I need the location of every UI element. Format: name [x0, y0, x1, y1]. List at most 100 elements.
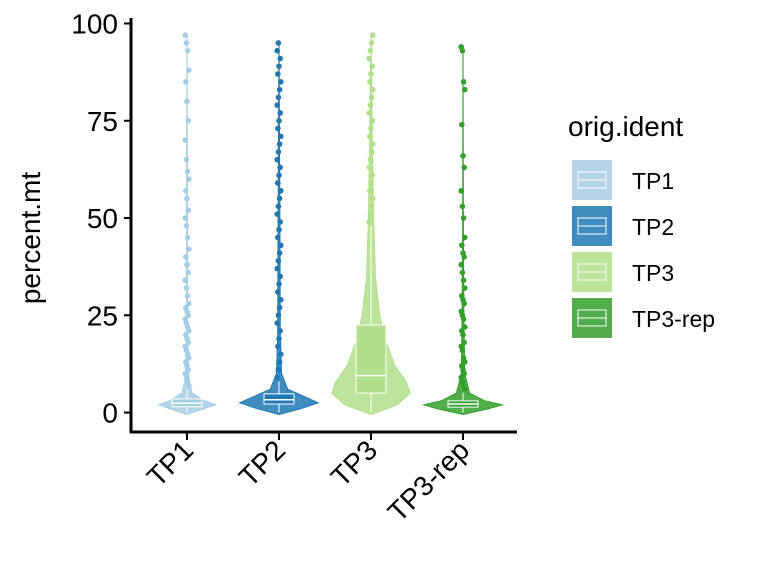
outlier-point: [186, 246, 192, 252]
outlier-point: [278, 296, 284, 303]
outlier-point: [370, 141, 376, 147]
outlier-point: [276, 250, 283, 256]
outlier-point: [367, 102, 374, 108]
outlier-point: [458, 187, 465, 194]
outlier-point: [459, 269, 466, 276]
outlier-point: [370, 195, 376, 202]
outlier-point: [458, 261, 465, 268]
outlier-point: [186, 355, 192, 361]
outlier-point: [184, 98, 190, 105]
legend-label: TP3-rep: [632, 306, 715, 332]
outlier-point: [186, 300, 192, 307]
outlier-point: [183, 79, 189, 85]
outlier-point: [366, 110, 373, 116]
outlier-point: [184, 195, 190, 202]
outlier-point: [275, 343, 281, 350]
outlier-point: [275, 312, 282, 319]
outlier-point: [277, 273, 284, 280]
outlier-point: [185, 339, 191, 346]
outlier-point: [461, 300, 468, 307]
outlier-point: [185, 269, 191, 276]
outlier-point: [462, 324, 468, 330]
y-tick-label: 100: [71, 8, 118, 39]
box: [355, 324, 387, 394]
outlier-point: [369, 117, 376, 124]
outlier-point: [274, 211, 281, 217]
y-axis-label: percent.mt: [15, 172, 46, 304]
outlier-point: [184, 168, 191, 175]
outlier-point: [369, 172, 376, 179]
outlier-point: [276, 172, 282, 179]
outlier-point: [274, 47, 281, 54]
outlier-point: [276, 359, 283, 365]
outlier-point: [368, 71, 374, 77]
outlier-point: [366, 55, 373, 62]
outlier-point: [367, 133, 373, 140]
outlier-point: [460, 215, 467, 221]
outlier-point: [367, 47, 374, 54]
outlier-point: [461, 370, 468, 377]
outlier-point: [183, 285, 190, 291]
outlier-point: [462, 386, 468, 393]
outlier-point: [367, 187, 373, 194]
outlier-point: [275, 366, 282, 373]
x-tick-label: TP3-rep: [382, 434, 475, 527]
outlier-point: [275, 149, 282, 155]
outlier-point: [275, 258, 282, 264]
outlier-point: [185, 312, 191, 319]
outlier-point: [275, 180, 281, 186]
outlier-point: [368, 40, 375, 46]
outlier-point: [462, 285, 468, 291]
outlier-point: [184, 293, 191, 299]
outlier-point: [460, 277, 467, 284]
outlier-point: [276, 63, 282, 70]
outlier-point: [275, 71, 281, 77]
outlier-point: [184, 234, 191, 241]
box: [263, 393, 295, 405]
outlier-point: [462, 359, 468, 365]
outlier-point: [277, 55, 284, 62]
outlier-point: [183, 223, 190, 229]
outlier-point: [183, 254, 189, 260]
outlier-point: [276, 141, 283, 147]
outlier-point: [370, 32, 376, 38]
outlier-point: [278, 133, 284, 140]
outlier-point: [277, 164, 284, 171]
outlier-point: [459, 347, 466, 354]
outlier-point: [276, 195, 283, 202]
outlier-point: [185, 207, 191, 214]
x-tick-label: TP2: [233, 434, 291, 492]
outlier-point: [274, 265, 281, 272]
outlier-point: [185, 366, 191, 373]
outlier-point: [275, 289, 281, 295]
outlier-point: [276, 304, 283, 311]
outlier-point: [367, 156, 374, 163]
outlier-point: [185, 117, 191, 124]
y-tick-label: 0: [102, 398, 118, 429]
legend-label: TP1: [632, 168, 674, 194]
x-tick-label: TP3: [325, 434, 383, 492]
outlier-point: [275, 125, 281, 132]
outlier-point: [276, 86, 283, 93]
outlier-point: [275, 94, 282, 101]
outlier-point: [186, 382, 192, 389]
outlier-point: [368, 125, 374, 132]
outlier-point: [276, 226, 282, 233]
outlier-point: [459, 121, 465, 128]
outlier-point: [278, 242, 284, 249]
outlier-point: [462, 86, 468, 93]
outlier-point: [275, 203, 282, 210]
outlier-point: [183, 40, 190, 46]
outlier-point: [182, 215, 188, 221]
outlier-point: [182, 277, 188, 284]
outlier-point: [275, 40, 282, 46]
outlier-point: [460, 316, 467, 322]
outlier-point: [186, 328, 192, 334]
legend-title: orig.ident: [568, 111, 683, 142]
outlier-point: [278, 351, 284, 357]
outlier-point: [274, 320, 281, 326]
outlier-point: [276, 335, 282, 342]
outlier-point: [276, 281, 282, 287]
outlier-point: [277, 219, 284, 225]
